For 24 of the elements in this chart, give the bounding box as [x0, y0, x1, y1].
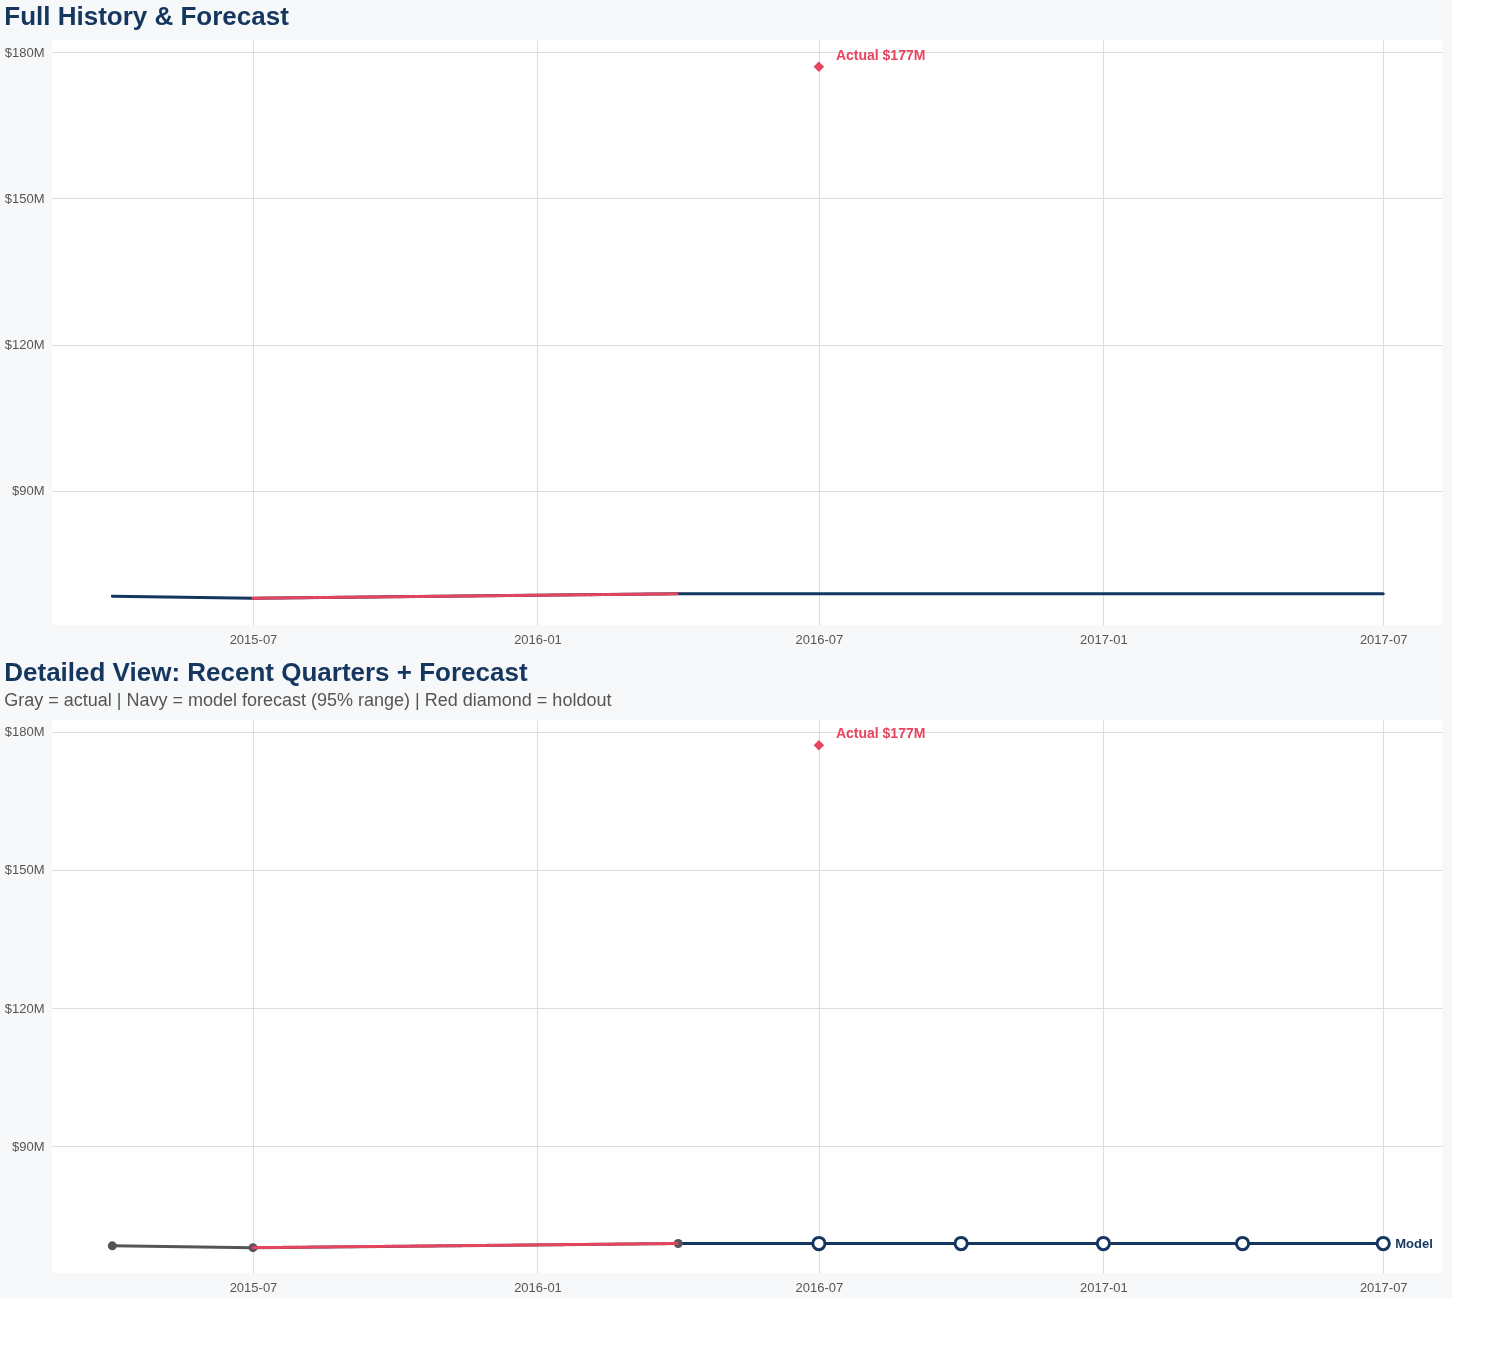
y-tick-label: $90M [11, 1138, 45, 1154]
x-tick-label: 2017-07 [1359, 1279, 1408, 1295]
chart-title: Detailed View: Recent Quarters + Forecast [4, 657, 528, 687]
x-tick-label: 2016-07 [795, 1279, 844, 1295]
y-tick-label: $180M [4, 44, 45, 60]
x-tick-label: 2016-07 [795, 631, 844, 647]
series-label: Model [1395, 1235, 1433, 1251]
y-tick-label: $120M [4, 1000, 45, 1016]
annotation: Actual $177M [835, 46, 926, 63]
x-tick-label: 2017-07 [1359, 631, 1408, 647]
x-tick-label: 2016-01 [514, 1279, 562, 1295]
annotation: Actual $177M [835, 725, 926, 742]
x-tick-label: 2015-07 [229, 631, 278, 647]
x-tick-label: 2016-01 [514, 631, 562, 647]
y-tick-label: $150M [4, 862, 45, 878]
y-tick-label: $120M [4, 337, 45, 353]
chart-title: Full History & Forecast [4, 1, 290, 31]
y-tick-label: $90M [11, 483, 45, 499]
x-tick-label: 2015-07 [229, 1279, 278, 1295]
chart-subtitle: Gray = actual | Navy = model forecast (95% range) | Red diamond = holdout [4, 690, 612, 710]
x-tick-label: 2017-01 [1080, 631, 1128, 647]
y-tick-label: $150M [4, 190, 45, 206]
y-tick-label: $180M [4, 724, 45, 740]
x-tick-label: 2017-01 [1080, 1279, 1128, 1295]
